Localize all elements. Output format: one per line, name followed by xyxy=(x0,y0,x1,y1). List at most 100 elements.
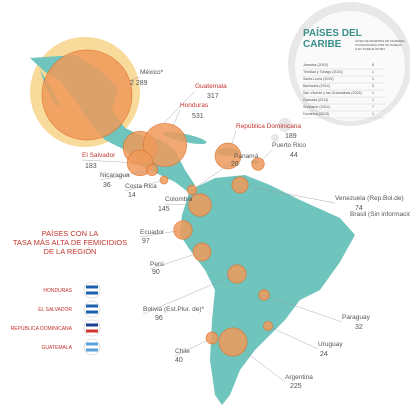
flag-stripe xyxy=(86,348,98,352)
country-name: México* xyxy=(140,69,164,76)
value-circle xyxy=(258,289,270,301)
legend-item: EL SALVADOR xyxy=(38,307,72,313)
flag-stripe xyxy=(86,288,98,292)
value-circle xyxy=(192,242,212,262)
country-value: 26 xyxy=(231,161,239,168)
leader-line xyxy=(267,325,319,350)
caribbean-value: 8 xyxy=(372,63,374,67)
country-name: República Dominicana xyxy=(236,123,301,130)
value-circle xyxy=(214,142,242,170)
country-name: Uruguay xyxy=(318,341,343,348)
value-circle xyxy=(205,331,219,345)
legend-box xyxy=(10,222,128,362)
legend-item: HONDURAS xyxy=(43,288,72,294)
caribbean-country: Suriname (2014) xyxy=(303,105,330,109)
legend-title: PAÍSES CON LA xyxy=(42,229,99,238)
value-circle xyxy=(142,122,188,168)
country-name: Nicaragua xyxy=(100,172,130,179)
country-value: 44 xyxy=(290,152,298,159)
country-name: Costa Rica xyxy=(125,183,157,190)
country-value: 225 xyxy=(290,383,302,390)
country-name: Ecuador xyxy=(140,229,165,236)
legend-title: DE LA REGIÓN xyxy=(44,247,97,256)
legend-title: TASA MÁS ALTA DE FEMICIDIOS xyxy=(13,238,127,247)
country-value: 14 xyxy=(128,192,136,199)
country-name: Honduras xyxy=(180,102,209,109)
leader-line xyxy=(239,184,336,204)
caribbean-country: Dominica (2015) xyxy=(303,112,329,116)
caribbean-country: San Vicente y las Granadinas (2015) xyxy=(303,91,362,95)
caribbean-value: 1 xyxy=(372,91,374,95)
value-circle xyxy=(251,157,265,171)
country-name: Brasil (Sin información oficial) xyxy=(350,211,410,218)
flag-stripe xyxy=(86,323,98,327)
flag-stripe xyxy=(86,285,98,289)
value-circle xyxy=(218,327,248,357)
country-value: 90 xyxy=(152,269,160,276)
value-circle xyxy=(173,220,193,240)
country-name: Guatemala xyxy=(195,83,227,90)
flag-stripe xyxy=(86,329,98,333)
flag-stripe xyxy=(86,342,98,346)
country-name: Colombia xyxy=(165,196,193,203)
country-name: Perú xyxy=(150,261,164,268)
caribbean-value: 1 xyxy=(372,77,374,81)
legend-item: GUATEMALA xyxy=(42,345,73,351)
country-name: Bolivia (Est.Plur. de)* xyxy=(143,306,205,313)
flag-stripe xyxy=(86,304,98,308)
caribbean-country: Jamaica (2015) xyxy=(303,63,328,67)
caribbean-country: Santa Lucía (2015) xyxy=(303,77,334,81)
caribbean-value: 1 xyxy=(372,70,374,74)
leader-line xyxy=(191,160,235,191)
bubble-dot xyxy=(278,118,292,132)
country-value: 189 xyxy=(285,133,297,140)
country-name: El Salvador xyxy=(82,152,116,159)
caribbean-title: CARIBE xyxy=(303,39,342,50)
country-name: Chile xyxy=(175,348,190,355)
country-value: 24 xyxy=(320,351,328,358)
country-name: Puerto Rico xyxy=(272,142,306,149)
country-value: 317 xyxy=(207,93,219,100)
value-circle xyxy=(262,320,274,332)
caribbean-country: Trinidad y Tobago (2015) xyxy=(303,70,343,74)
caribbean-country: Granada (2013) xyxy=(303,98,328,102)
country-value: 97 xyxy=(142,238,150,245)
country-value: 531 xyxy=(192,113,204,120)
country-value: 74 xyxy=(355,205,363,212)
caribbean-value: 1 xyxy=(372,98,374,102)
country-value: 145 xyxy=(158,206,170,213)
flag-stripe xyxy=(86,307,98,311)
country-name: Venezuela (Rep.Bol.de) xyxy=(335,195,404,202)
value-circle xyxy=(145,163,159,177)
bubble-dot xyxy=(271,134,279,142)
caribbean-value: 3 xyxy=(372,84,374,88)
country-name: Paraguay xyxy=(342,314,371,321)
country-value: 36 xyxy=(103,182,111,189)
value-circle xyxy=(231,176,249,194)
flag-stripe xyxy=(86,291,98,295)
country-value: 32 xyxy=(355,324,363,331)
value-circle xyxy=(227,264,247,284)
caribbean-title: PAÍSES DEL xyxy=(303,26,362,39)
country-value: 40 xyxy=(175,357,183,364)
value-circle xyxy=(41,49,133,141)
leader-line xyxy=(263,294,343,323)
country-value: 2 289 xyxy=(130,80,148,87)
leader-line xyxy=(124,179,165,192)
caribbean-country: Barbados (2014) xyxy=(303,84,330,88)
value-circle xyxy=(186,184,198,196)
flag-stripe xyxy=(86,310,98,314)
leader-line xyxy=(174,337,213,357)
value-circle xyxy=(159,175,169,185)
flag-stripe xyxy=(86,345,98,349)
country-name: Argentina xyxy=(285,374,313,381)
leader-line xyxy=(99,169,153,181)
country-name: Panamá xyxy=(234,153,259,160)
caribbean-bubble-inner xyxy=(295,11,405,121)
country-value: 183 xyxy=(85,163,97,170)
flag-stripe xyxy=(86,326,98,330)
legend-item: REPÚBLICA DOMINICANA xyxy=(11,325,73,332)
leader-line xyxy=(142,273,238,315)
caribbean-value: 7 xyxy=(372,105,374,109)
